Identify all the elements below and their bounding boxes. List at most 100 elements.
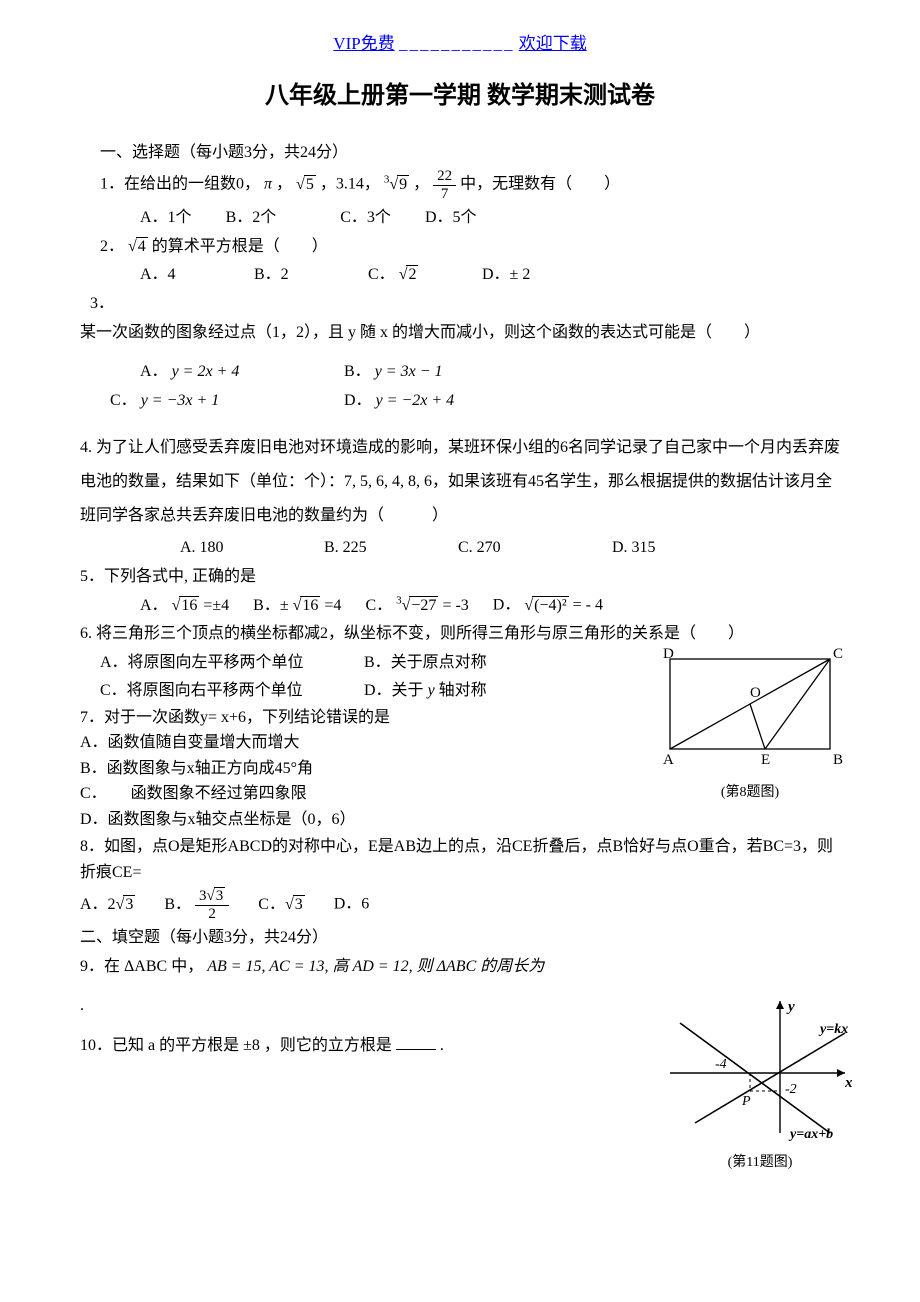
q3-opt-b-label: B． <box>344 363 371 380</box>
q8b-num-a: 3 <box>199 888 207 904</box>
q5-options: A． 16 =±4 B．± 16 =4 C． 3−27 = -3 D． (−4)… <box>80 592 840 618</box>
q1-frac-den: 7 <box>433 186 456 203</box>
q3-opt-b-eq: y = 3x − 1 <box>375 363 443 380</box>
q8a-rad: 3 <box>123 895 135 913</box>
fig11-line-kx <box>695 1033 845 1123</box>
sqrt-icon <box>285 896 293 913</box>
fig11-y-label: y <box>786 999 795 1015</box>
q1-opt-b: B．2个 <box>226 209 277 226</box>
q3-options-row2: C． y = −3x + 1 D． y = −2x + 4 <box>80 388 840 414</box>
q3-opt-a-eq: y = 2x + 4 <box>172 363 240 380</box>
q6-opt-a: A．将原图向左平移两个单位 <box>100 650 360 676</box>
q4-opt-d: D. 315 <box>612 539 656 556</box>
q1-fraction: 22 7 <box>433 168 456 202</box>
fig11-x-label: x <box>844 1075 853 1091</box>
q10-blank <box>396 1049 436 1050</box>
q5-opt-a: A． 16 =±4 <box>140 597 233 614</box>
q5a-post: =±4 <box>203 597 229 614</box>
q9-stem: 9．在 ΔABC 中， AB = 15, AC = 13, 高 AD = 12,… <box>80 954 840 980</box>
q5d-post: = - 4 <box>573 597 603 614</box>
q6-opt-d: D．关于 y 轴对称 <box>364 682 487 699</box>
q1-frac-num: 22 <box>433 168 456 186</box>
q6-opt-c: C．将原图向右平移两个单位 <box>100 678 360 704</box>
fig8-line-eo <box>750 704 765 749</box>
q2-opt-c: C． 2 <box>368 262 478 288</box>
q10-text-a: 10．已知 a 的平方根是 ±8 ，则它的立方根是 <box>80 1037 392 1054</box>
q2-stem: 2． 4 的算术平方根是（ ） <box>80 234 840 260</box>
content-area: 一、选择题（每小题3分，共24分） 1．在给出的一组数0， π ， 5 ，3.1… <box>80 140 840 1059</box>
q8-opt-b: B． 33 2 <box>164 896 233 913</box>
q3-opt-a: A． y = 2x + 4 <box>140 359 340 385</box>
q4-opt-b: B. 225 <box>324 535 454 561</box>
fig11-y-arrow <box>776 1001 784 1009</box>
q2-text-b: 的算术平方根是（ ） <box>152 238 328 255</box>
q2-options: A．4 B．2 C． 2 D．± 2 <box>80 262 840 288</box>
fig11-caption: (第11题图) <box>660 1152 860 1174</box>
page-title: 八年级上册第一学期 数学期末测试卷 <box>80 77 840 115</box>
q2-opt-b: B．2 <box>254 262 364 288</box>
q5b-post: =4 <box>324 597 341 614</box>
q8-opt-c: C．3 <box>258 896 308 913</box>
q8b-frac: 33 2 <box>195 888 229 922</box>
q3-opt-c: C． y = −3x + 1 <box>110 388 340 414</box>
q1-text-h: 中，无理数有（ ） <box>460 176 620 193</box>
sqrt-icon <box>207 888 214 904</box>
section1-heading: 一、选择题（每小题3分，共24分） <box>80 140 840 166</box>
q1-opt-a: A．1个 <box>140 209 192 226</box>
q1-options: A．1个 B．2个 C．3个 D．5个 <box>80 205 840 231</box>
q6-opt-b: B．关于原点对称 <box>364 654 487 671</box>
fig11-neg4: -4 <box>715 1057 727 1072</box>
q3-number: 3． <box>80 291 840 317</box>
fig8-label-a: A <box>663 752 674 768</box>
q6d-pre: D．关于 <box>364 682 428 699</box>
q8b-num-rad: 3 <box>214 887 226 904</box>
fig8-line-ec <box>765 659 830 749</box>
q6d-post: 轴对称 <box>435 682 487 699</box>
q1-text-a: 1．在给出的一组数0， <box>100 176 260 193</box>
q5c-post: = -3 <box>442 597 468 614</box>
q1-text-c: ， <box>276 176 292 193</box>
q5d-rad: (−4)² <box>532 596 568 614</box>
q5b-rad: 16 <box>300 596 320 614</box>
fig8-label-e: E <box>761 752 770 768</box>
figure-8: D C O A E B (第8题图) <box>650 644 850 805</box>
fig11-line-axb <box>680 1023 830 1133</box>
q4-stem: 4. 为了让人们感受丢弃废旧电池对环境造成的影响，某班环保小组的6名同学记录了自… <box>80 431 840 532</box>
fig11-neg2: -2 <box>785 1082 797 1097</box>
fig8-label-o: O <box>750 685 761 701</box>
q5b-pre: B．± <box>253 597 288 614</box>
q4-options: A. 180 B. 225 C. 270 D. 315 <box>80 535 840 561</box>
q1-pi: π <box>264 176 272 193</box>
q5c-pre: C． <box>365 597 392 614</box>
sqrt-icon <box>524 597 532 614</box>
sqrt-icon <box>389 176 397 193</box>
fig8-label-c: C <box>833 646 843 662</box>
q8-opt-d: D．6 <box>334 896 370 913</box>
q1-text-g: ， <box>413 176 429 193</box>
q1-text-e: ，3.14， <box>320 176 380 193</box>
q8b-pre: B． <box>164 896 191 913</box>
q1-stem: 1．在给出的一组数0， π ， 5 ，3.14， 39 ， 22 7 中，无理数… <box>80 168 840 202</box>
fig11-axb-label: y=ax+b <box>788 1127 833 1142</box>
welcome-label: 欢迎下载 <box>519 34 587 53</box>
q2-sqrt4: 4 <box>136 237 148 255</box>
q8-opt-a: A．23 <box>80 896 139 913</box>
q2-text-a: 2． <box>100 238 124 255</box>
figure-11-svg: -4 -2 P y x y=kx y=ax+b <box>660 993 860 1143</box>
q6d-y: y <box>428 682 435 699</box>
fig8-caption: (第8题图) <box>650 782 850 804</box>
q3-opt-d-eq: y = −2x + 4 <box>376 392 455 409</box>
q3-text: 某一次函数的图象经过点（1，2），且 y 随 x 的增大而减小，则这个函数的表达… <box>80 324 760 341</box>
q3-opt-a-label: A． <box>140 363 168 380</box>
figure-11: -4 -2 P y x y=kx y=ax+b (第11题图) <box>660 993 860 1174</box>
q8c-rad: 3 <box>293 895 305 913</box>
q5a-rad: 16 <box>179 596 199 614</box>
figure-8-svg: D C O A E B <box>650 644 850 774</box>
vip-label: VIP免费 <box>333 34 394 53</box>
q2-opt-a: A．4 <box>140 262 250 288</box>
q3-opt-b: B． y = 3x − 1 <box>344 363 442 380</box>
q1-opt-d: D．5个 <box>425 209 477 226</box>
section2-heading: 二、填空题（每小题3分，共24分） <box>80 925 840 951</box>
q5-opt-c: C． 3−27 = -3 <box>365 597 472 614</box>
sqrt-icon <box>296 176 304 193</box>
